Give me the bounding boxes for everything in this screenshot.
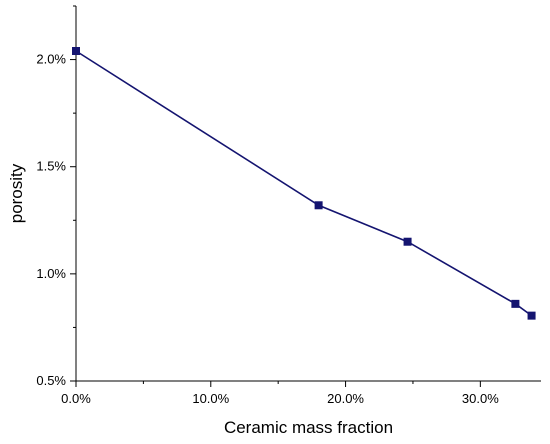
y-tick-label: 2.0% [36, 52, 66, 67]
x-axis-title: Ceramic mass fraction [224, 418, 393, 437]
data-point-marker [403, 237, 412, 246]
y-tick-label: 0.5% [36, 373, 66, 388]
axes [75, 6, 541, 382]
x-tick-label: 30.0% [462, 391, 499, 406]
y-tick-label: 1.5% [36, 159, 66, 174]
y-axis-title: porosity [7, 163, 26, 223]
x-tick-label: 10.0% [192, 391, 229, 406]
x-axis-ticks: 0.0% 10.0% 20.0% 30.0% [61, 381, 499, 406]
y-tick-label: 1.0% [36, 266, 66, 281]
data-point-marker [314, 201, 323, 210]
data-point-marker [72, 47, 80, 55]
series-porosity [72, 47, 536, 320]
data-point-marker [511, 299, 520, 308]
series-line [75, 50, 533, 317]
x-tick-label: 20.0% [327, 391, 364, 406]
data-point-marker [527, 311, 536, 320]
y-axis-ticks: 0.5% 1.0% 1.5% 2.0% [36, 5, 76, 388]
x-tick-label: 0.0% [61, 391, 91, 406]
